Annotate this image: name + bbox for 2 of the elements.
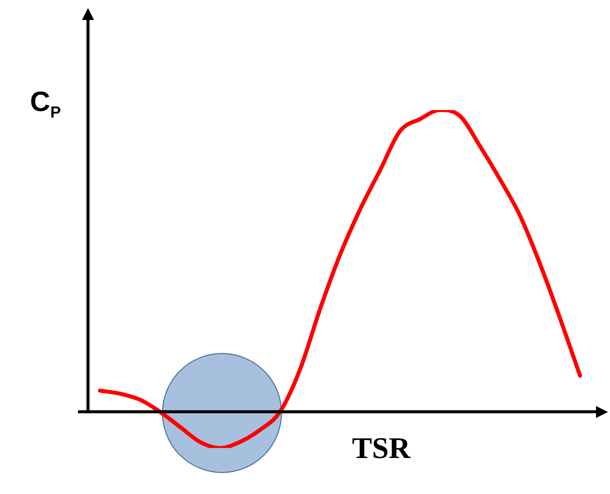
- x-axis-title: TSR: [352, 432, 410, 466]
- y-axis-title: C$_{P}$: [30, 86, 61, 123]
